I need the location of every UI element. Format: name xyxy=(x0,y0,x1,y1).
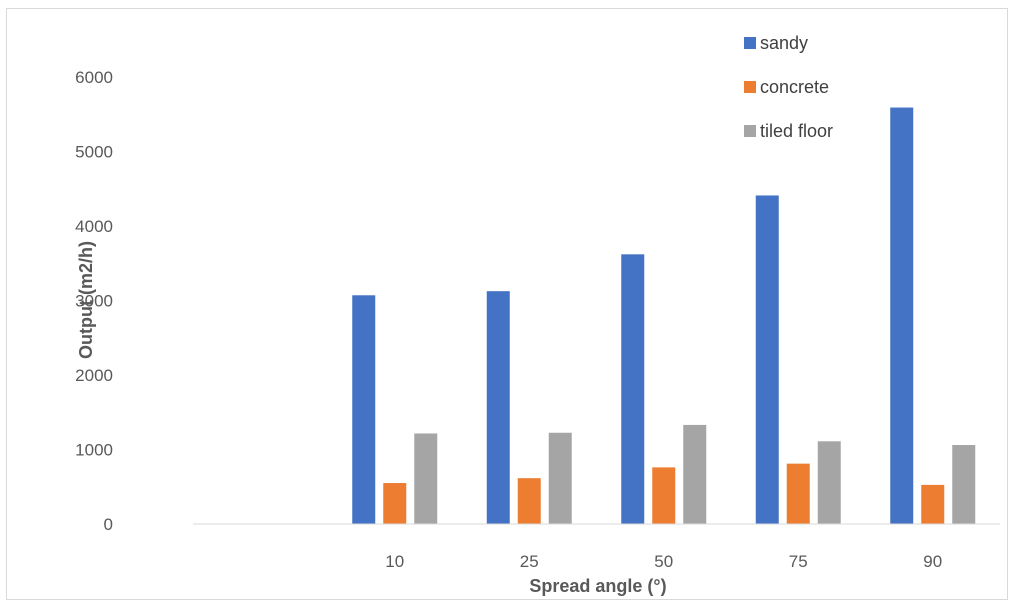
legend-swatch-tiled-floor xyxy=(744,125,756,137)
legend: sandy concrete tiled floor xyxy=(744,33,833,141)
x-tick-label: 50 xyxy=(654,552,673,571)
bar-concrete-25 xyxy=(517,478,541,524)
bar-sandy-10 xyxy=(352,295,376,524)
y-tick-label: 5000 xyxy=(75,143,113,162)
bar-sandy-90 xyxy=(890,107,914,525)
bar-concrete-50 xyxy=(652,467,676,524)
x-axis-ticks: 10 25 50 75 90 xyxy=(385,552,942,571)
x-tick-label: 75 xyxy=(789,552,808,571)
x-axis-title: Spread angle (°) xyxy=(529,576,666,596)
x-tick-label: 10 xyxy=(385,552,404,571)
legend-swatch-concrete xyxy=(744,81,756,93)
bar-tiled-floor-10 xyxy=(414,433,438,524)
y-axis-ticks: 0 1000 2000 3000 4000 5000 6000 xyxy=(75,68,113,534)
bar-sandy-75 xyxy=(755,195,779,524)
y-tick-label: 1000 xyxy=(75,441,113,460)
legend-label-concrete: concrete xyxy=(760,77,829,97)
y-axis-title: Output (m2/h) xyxy=(76,241,96,359)
y-tick-label: 3000 xyxy=(75,292,113,311)
bar-sandy-25 xyxy=(486,291,510,524)
bar-concrete-10 xyxy=(383,483,407,524)
bar-sandy-50 xyxy=(621,254,645,524)
x-tick-label: 25 xyxy=(520,552,539,571)
bar-concrete-90 xyxy=(921,484,945,524)
legend-label-tiled-floor: tiled floor xyxy=(760,121,833,141)
y-tick-label: 4000 xyxy=(75,217,113,236)
legend-label-sandy: sandy xyxy=(760,33,808,53)
bar-tiled-floor-75 xyxy=(817,441,841,524)
bar-tiled-floor-25 xyxy=(548,432,572,524)
bar-concrete-75 xyxy=(786,463,810,524)
y-tick-label: 6000 xyxy=(75,68,113,87)
y-tick-label: 2000 xyxy=(75,366,113,385)
bar-tiled-floor-50 xyxy=(683,424,707,524)
y-tick-label: 0 xyxy=(104,515,113,534)
bars xyxy=(352,107,976,525)
legend-swatch-sandy xyxy=(744,37,756,49)
x-tick-label: 90 xyxy=(923,552,942,571)
bar-tiled-floor-90 xyxy=(952,445,976,524)
